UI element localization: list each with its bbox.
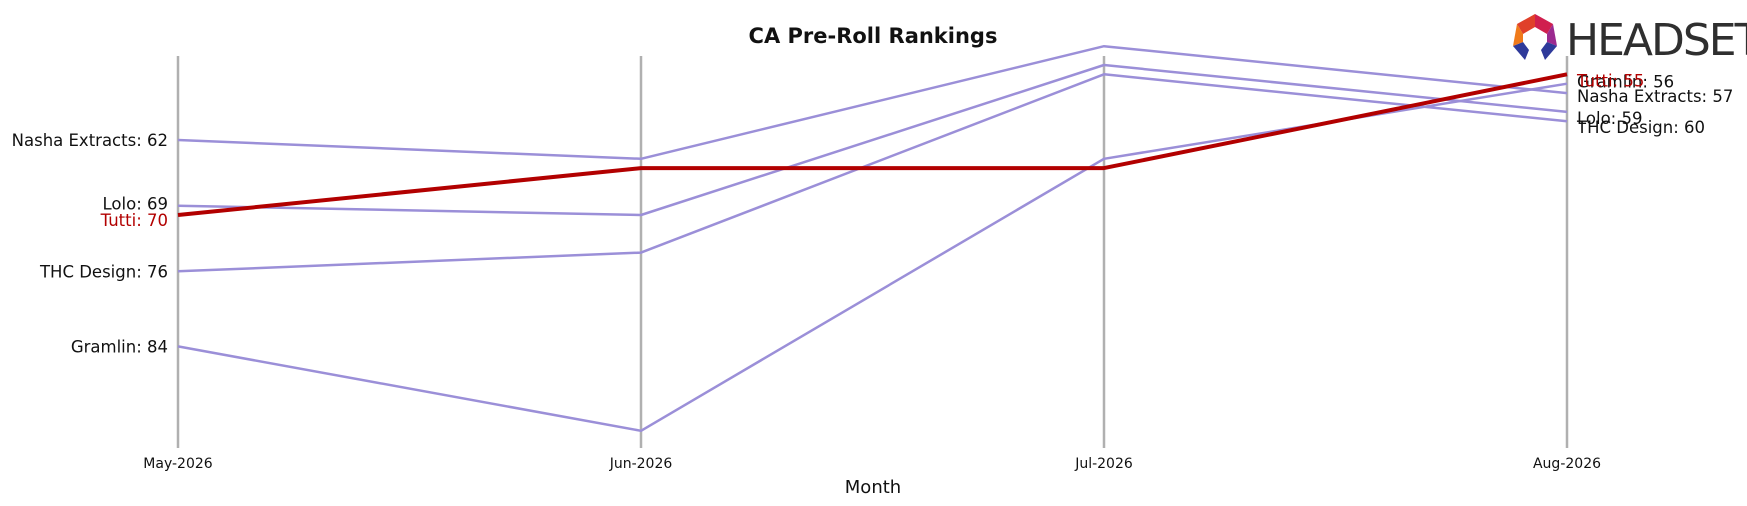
start-label: Lolo: 69 bbox=[103, 195, 168, 214]
series-line-lolo bbox=[177, 63, 1568, 217]
series-line-thc-design bbox=[177, 73, 1568, 273]
logo-wordmark: HEADSET bbox=[1566, 15, 1747, 66]
x-tick-label: Jun-2026 bbox=[609, 456, 673, 472]
logo-mark-icon bbox=[1513, 14, 1557, 60]
x-tick-label: Jul-2026 bbox=[1074, 456, 1133, 472]
end-label: THC Design: 60 bbox=[1576, 118, 1705, 137]
end-label: Tutti: 55 bbox=[1576, 71, 1644, 90]
start-label: Nasha Extracts: 62 bbox=[12, 131, 168, 150]
end-label: Lolo: 59 bbox=[1577, 109, 1642, 128]
series-line-nasha-extracts bbox=[177, 44, 1568, 161]
start-label: Gramlin: 84 bbox=[71, 337, 168, 356]
chart-title: CA Pre-Roll Rankings bbox=[749, 24, 998, 48]
series-line-gramlin bbox=[177, 82, 1568, 433]
series-line-tutti bbox=[177, 72, 1568, 217]
series-lines bbox=[177, 44, 1568, 433]
x-tick-label: May-2026 bbox=[143, 456, 212, 472]
start-label: THC Design: 76 bbox=[39, 262, 168, 281]
start-label: Tutti: 70 bbox=[100, 211, 168, 230]
month-gridlines bbox=[176, 56, 1569, 448]
end-label: Gramlin: 56 bbox=[1577, 73, 1674, 92]
headset-logo: HEADSET bbox=[1513, 14, 1747, 66]
x-tick-labels: May-2026 Jun-2026 Jul-2026 Aug-2026 bbox=[143, 456, 1601, 472]
end-label: Nasha Extracts: 57 bbox=[1577, 87, 1733, 106]
x-tick-label: Aug-2026 bbox=[1533, 456, 1601, 472]
start-labels: Nasha Extracts: 62 Lolo: 69 THC Design: 76… bbox=[12, 131, 168, 356]
x-axis-label: Month bbox=[845, 477, 901, 498]
